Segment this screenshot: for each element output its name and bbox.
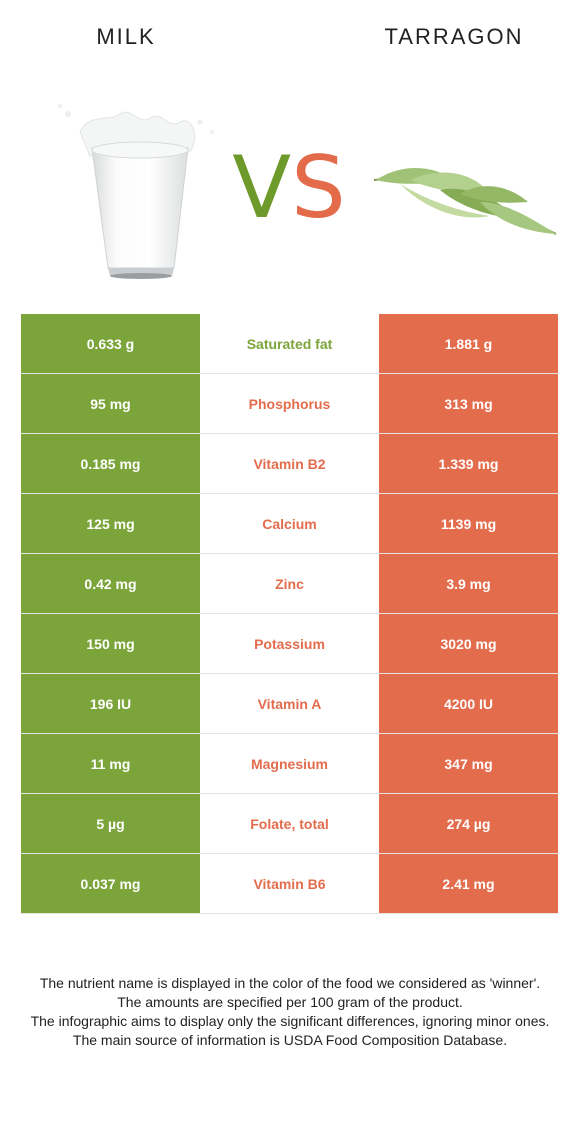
right-value-cell: 1.339 mg — [379, 434, 558, 493]
table-row: 0.42 mg Zinc 3.9 mg — [21, 554, 558, 614]
left-food-title: MILK — [96, 24, 156, 49]
right-value-cell: 1.881 g — [379, 314, 558, 373]
table-row: 11 mg Magnesium 347 mg — [21, 734, 558, 794]
left-value-cell: 150 mg — [21, 614, 200, 673]
right-value-cell: 4200 IU — [379, 674, 558, 733]
nutrient-name-cell: Saturated fat — [200, 314, 379, 373]
nutrient-name-cell: Vitamin B2 — [200, 434, 379, 493]
right-food-title: TARRAGON — [384, 24, 524, 49]
milk-glass-image — [50, 92, 230, 284]
table-row: 95 mg Phosphorus 313 mg — [21, 374, 558, 434]
footnote: The nutrient name is displayed in the co… — [18, 974, 562, 1050]
vs-label: VS — [222, 138, 356, 238]
left-value-cell: 5 µg — [21, 794, 200, 853]
table-row: 196 IU Vitamin A 4200 IU — [21, 674, 558, 734]
right-value-cell: 274 µg — [379, 794, 558, 853]
right-value-cell: 1139 mg — [379, 494, 558, 553]
tarragon-sprig-image — [370, 150, 562, 250]
table-row: 0.185 mg Vitamin B2 1.339 mg — [21, 434, 558, 494]
table-row: 0.633 g Saturated fat 1.881 g — [21, 314, 558, 374]
footnote-line: The amounts are specified per 100 gram o… — [117, 994, 463, 1010]
footnote-line: The main source of information is USDA F… — [72, 1032, 508, 1048]
left-value-cell: 196 IU — [21, 674, 200, 733]
nutrient-name-cell: Phosphorus — [200, 374, 379, 433]
table-row: 0.037 mg Vitamin B6 2.41 mg — [21, 854, 558, 914]
right-value-cell: 347 mg — [379, 734, 558, 793]
left-value-cell: 0.037 mg — [21, 854, 200, 913]
vs-s-letter: S — [291, 138, 346, 238]
right-value-cell: 2.41 mg — [379, 854, 558, 913]
right-value-cell: 313 mg — [379, 374, 558, 433]
footnote-line: The infographic aims to display only the… — [30, 1013, 550, 1029]
comparison-table: 0.633 g Saturated fat 1.881 g 95 mg Phosphor… — [21, 314, 558, 914]
nutrient-name-cell: Vitamin B6 — [200, 854, 379, 913]
left-value-cell: 125 mg — [21, 494, 200, 553]
table-row: 125 mg Calcium 1139 mg — [21, 494, 558, 554]
table-row: 5 µg Folate, total 274 µg — [21, 794, 558, 854]
left-value-cell: 0.185 mg — [21, 434, 200, 493]
nutrient-name-cell: Potassium — [200, 614, 379, 673]
nutrient-name-cell: Magnesium — [200, 734, 379, 793]
left-value-cell: 11 mg — [21, 734, 200, 793]
nutrient-name-cell: Zinc — [200, 554, 379, 613]
right-value-cell: 3020 mg — [379, 614, 558, 673]
left-value-cell: 0.633 g — [21, 314, 200, 373]
table-row: 150 mg Potassium 3020 mg — [21, 614, 558, 674]
vs-v-letter: V — [232, 138, 292, 238]
nutrient-name-cell: Calcium — [200, 494, 379, 553]
nutrient-name-cell: Vitamin A — [200, 674, 379, 733]
left-value-cell: 0.42 mg — [21, 554, 200, 613]
left-value-cell: 95 mg — [21, 374, 200, 433]
footnote-line: The nutrient name is displayed in the co… — [39, 975, 541, 991]
nutrient-name-cell: Folate, total — [200, 794, 379, 853]
right-value-cell: 3.9 mg — [379, 554, 558, 613]
